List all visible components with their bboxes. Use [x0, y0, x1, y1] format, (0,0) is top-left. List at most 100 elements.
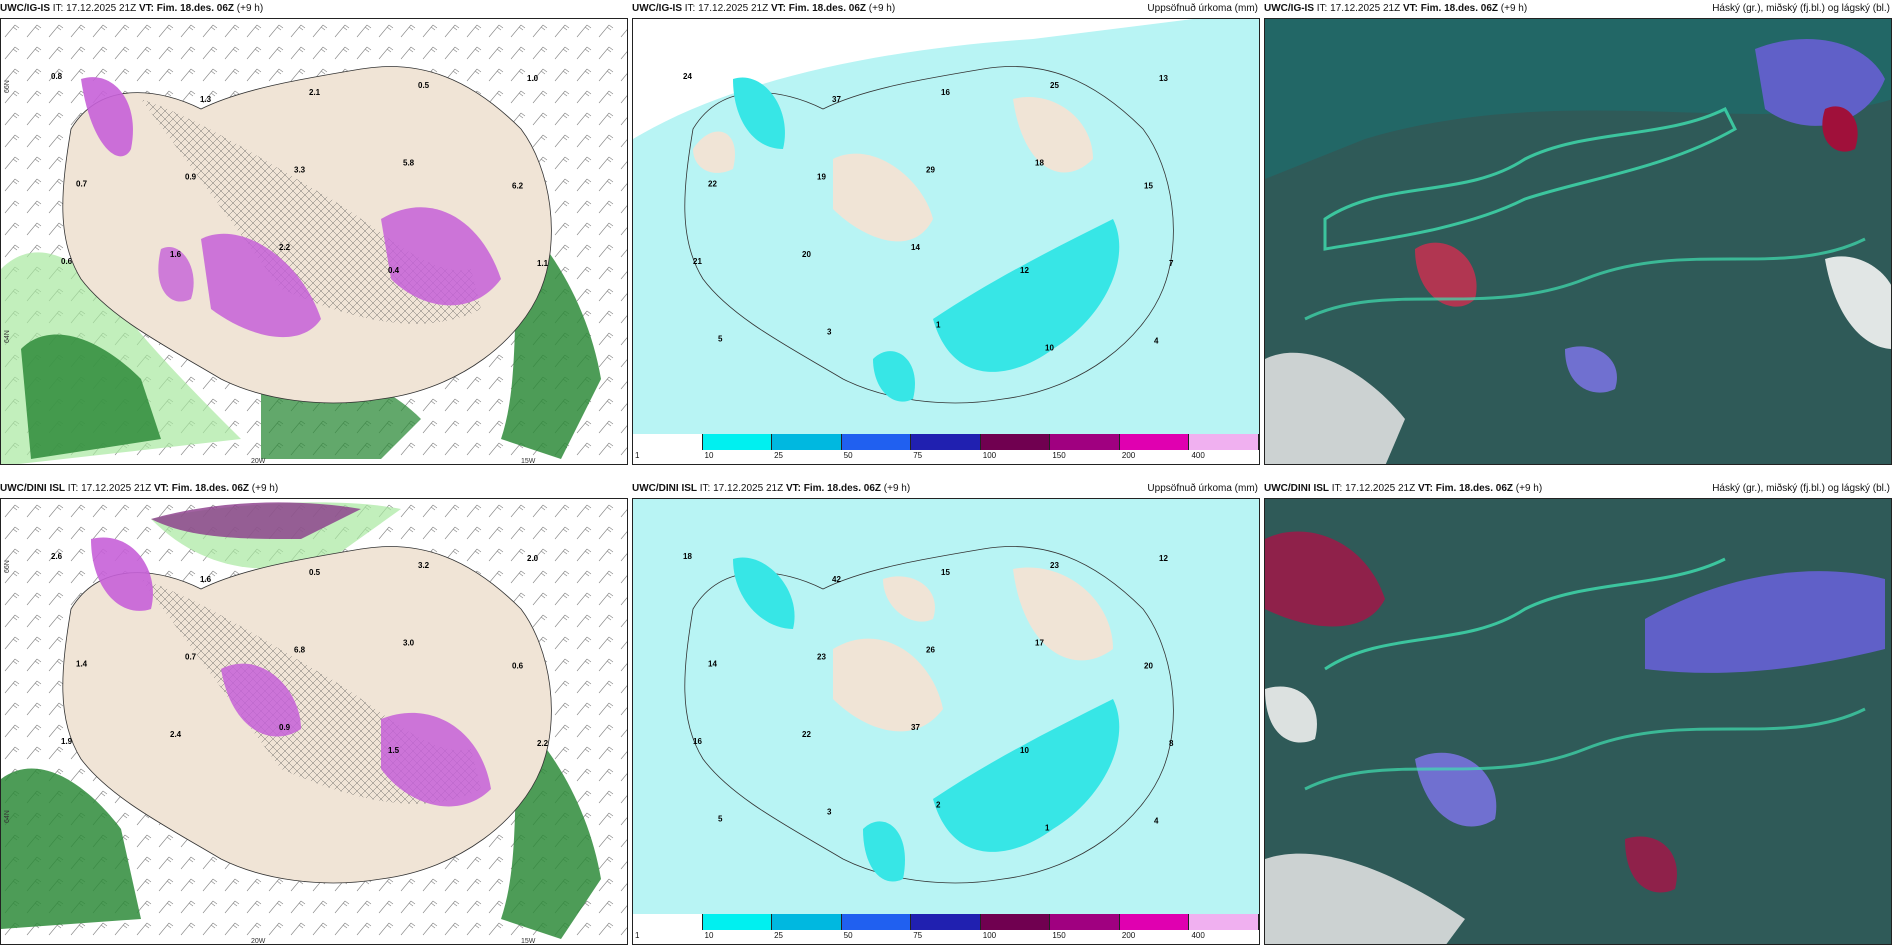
lead-time: (+9 h) — [251, 483, 279, 494]
map-value-label: 8 — [1169, 739, 1174, 748]
map-value-label: 0.7 — [185, 653, 197, 662]
vt-label: VT: Fim. 18.des. 06Z — [770, 3, 867, 14]
panel-header: UWC/DINI ISL IT: 17.12.2025 21Z VT: Fim.… — [632, 480, 1260, 498]
colorbar-tick: 10 — [704, 451, 714, 460]
model-name: UWC/IG-IS — [1264, 3, 1314, 14]
colorbar-tick: 50 — [843, 451, 853, 460]
model-name: UWC/DINI ISL — [1264, 483, 1329, 494]
map-value-label: 3.2 — [418, 561, 430, 570]
colorbar-tick: 400 — [1191, 451, 1205, 460]
map-value-label: 1.6 — [170, 250, 182, 259]
panel-ig-is-wind-precip: UWC/IG-IS IT: 17.12.2025 21Z VT: Fim. 18… — [0, 0, 628, 465]
colorbar-tick: 200 — [1121, 931, 1136, 940]
axis-lon-label-2: 15W — [521, 458, 536, 465]
colorbar-swatch — [702, 914, 773, 930]
it-value: 17.12.2025 21Z — [713, 483, 784, 494]
it-label: IT: — [52, 3, 64, 14]
colorbar-tick: 100 — [982, 451, 997, 460]
colorbar-tick: 25 — [774, 931, 784, 940]
vt-label: VT: Fim. 18.des. 06Z — [1402, 3, 1499, 14]
lead-time: (+9 h) — [236, 3, 264, 14]
colorbar-swatch — [980, 434, 1051, 450]
panel-title: Háský (gr.), miðský (fj.bl.) og lágský (… — [1712, 3, 1890, 14]
map-value-label: 26 — [926, 646, 935, 655]
map-value-label: 6.2 — [512, 182, 524, 191]
axis-lat-label-2: 64N — [4, 810, 11, 823]
map-value-label: 22 — [708, 180, 717, 189]
map-value-label: 12 — [1020, 266, 1029, 275]
model-name: UWC/DINI ISL — [632, 483, 697, 494]
map-value-label: 2.4 — [170, 730, 182, 739]
colorbar-swatch — [702, 434, 773, 450]
colorbar-swatch — [1050, 434, 1120, 450]
axis-lon-label: 20W — [251, 938, 266, 945]
colorbar-tick: 100 — [982, 931, 997, 940]
it-value: 17.12.2025 21Z — [66, 3, 137, 14]
colorbar-swatch — [1119, 914, 1190, 930]
map-value-label: 20 — [1144, 662, 1153, 671]
axis-lon-label-2: 15W — [521, 938, 536, 945]
panel-ig-is-clouds: UWC/IG-IS IT: 17.12.2025 21Z VT: Fim. 18… — [1264, 0, 1892, 465]
map-value-label: 1.9 — [61, 737, 73, 746]
map-frame: 18 42 15 23 12 14 23 26 17 20 16 22 37 10 8 5 3 2 1 4 1 10 25… — [632, 498, 1260, 945]
map-value-label: 1 — [936, 321, 941, 330]
map-value-label: 1.1 — [537, 259, 549, 268]
map-value-label: 7 — [1169, 259, 1174, 268]
colorbar-swatch — [1119, 434, 1190, 450]
panel-title: Uppsöfnuð úrkoma (mm) — [1147, 3, 1258, 14]
panel-ig-is-accum-precip: UWC/IG-IS IT: 17.12.2025 21Z VT: Fim. 18… — [632, 0, 1260, 465]
vt-label: VT: Fim. 18.des. 06Z — [1417, 483, 1514, 494]
lead-time: (+9 h) — [1515, 483, 1543, 494]
colorbar-tick: 75 — [913, 451, 923, 460]
map-value-label: 5 — [718, 335, 723, 344]
map-value-labels: 0.8 1.3 2.1 0.5 1.0 0.7 0.9 3.3 5.8 6.2 0.6 1.6 2.2 0… — [51, 72, 549, 275]
map-value-label: 15 — [1144, 182, 1153, 191]
map-value-label: 2 — [936, 801, 941, 810]
vt-label: VT: Fim. 18.des. 06Z — [138, 3, 235, 14]
map-value-label: 2.2 — [279, 243, 291, 252]
map-value-label: 17 — [1035, 639, 1044, 648]
map-value-label: 14 — [708, 660, 717, 669]
map-value-label: 0.5 — [309, 568, 321, 577]
colorbar-tick: 400 — [1191, 931, 1205, 940]
model-name: UWC/IG-IS — [0, 3, 50, 14]
map-value-labels: 24 37 16 25 13 22 19 29 18 15 21 20 14 12 7 5 3 1 10 4 — [683, 72, 1174, 353]
it-label: IT: — [684, 3, 696, 14]
colorbar-tick: 50 — [843, 931, 853, 940]
it-label: IT: — [1331, 483, 1343, 494]
map-value-label: 19 — [817, 173, 826, 182]
map-value-label: 14 — [911, 243, 920, 252]
map-value-label: 10 — [1020, 746, 1029, 755]
it-value: 17.12.2025 21Z — [81, 483, 152, 494]
map-value-label: 10 — [1045, 344, 1054, 353]
colorbar-swatch — [1189, 914, 1259, 930]
colorbar-tick: 25 — [774, 451, 784, 460]
panel-title: Háský (gr.), miðský (fj.bl.) og lágský (… — [1712, 483, 1890, 494]
colorbar-tick: 75 — [913, 931, 923, 940]
colorbar-swatch — [980, 914, 1051, 930]
it-value: 17.12.2025 21Z — [1330, 3, 1401, 14]
map-value-label: 1.5 — [388, 746, 400, 755]
axis-lat-label: 66N — [4, 80, 11, 93]
colorbar-swatch — [772, 434, 842, 450]
it-label: IT: — [67, 483, 79, 494]
map-value-label: 6.8 — [294, 646, 306, 655]
panel-title: Uppsöfnuð úrkoma (mm) — [1147, 483, 1258, 494]
colorbar-tick: 1 — [635, 451, 640, 460]
map-value-label: 3 — [827, 328, 832, 337]
accum-precip-map: 24 37 16 25 13 22 19 29 18 15 21 20 14 12 7 5 3 1 10 4 — [633, 19, 1259, 436]
map-frame: 24 37 16 25 13 22 19 29 18 15 21 20 14 12 7 5 3 1 10 4 1 10 2… — [632, 18, 1260, 465]
map-value-label: 29 — [926, 166, 935, 175]
lead-time: (+9 h) — [868, 3, 896, 14]
map-value-label: 3.0 — [403, 639, 415, 648]
cloud-map — [1265, 19, 1891, 464]
axis-lat-label-2: 64N — [4, 330, 11, 343]
map-value-label: 1.0 — [527, 74, 539, 83]
colorbar-swatch — [772, 914, 842, 930]
map-value-label: 22 — [802, 730, 811, 739]
model-name: UWC/DINI ISL — [0, 483, 65, 494]
panel-header: UWC/DINI ISL IT: 17.12.2025 21Z VT: Fim.… — [1264, 480, 1892, 498]
map-value-label: 37 — [832, 95, 841, 104]
